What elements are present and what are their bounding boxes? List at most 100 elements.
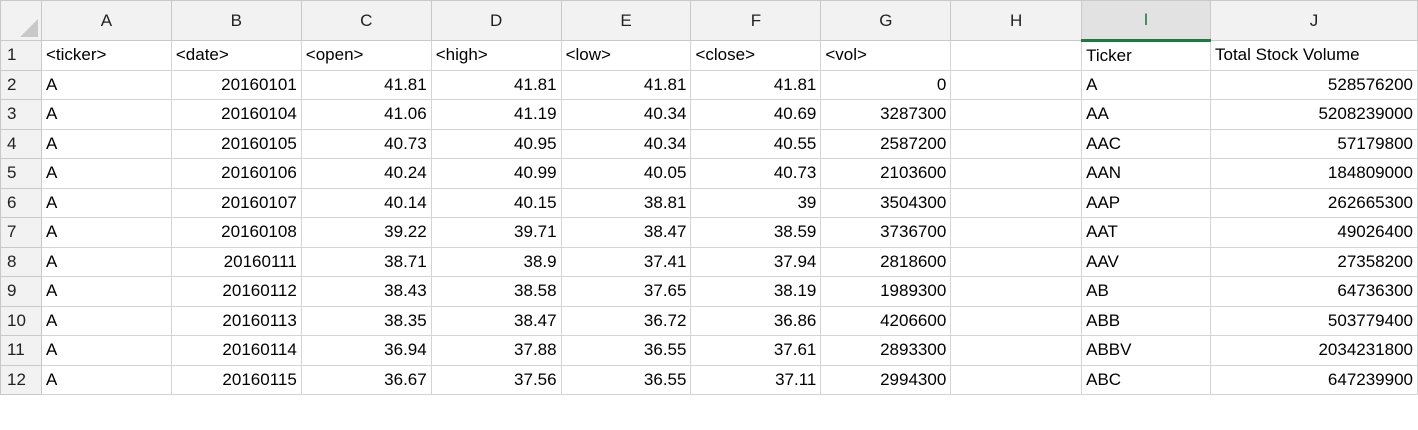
cell-c9[interactable]: 38.43: [300, 276, 432, 307]
row-header[interactable]: 6: [0, 187, 42, 218]
cell-i5[interactable]: AAN: [1081, 158, 1211, 189]
cell-b11[interactable]: 20160114: [170, 335, 302, 366]
cell-a4[interactable]: A: [40, 128, 172, 159]
cell-h1[interactable]: [950, 40, 1083, 71]
cell-h7[interactable]: [950, 217, 1083, 248]
cell-a8[interactable]: A: [40, 246, 172, 277]
cell-d11[interactable]: 37.88: [430, 335, 562, 366]
cell-i6[interactable]: AAP: [1081, 187, 1211, 218]
cell-i4[interactable]: AAC: [1081, 128, 1211, 159]
cell-d2[interactable]: 41.81: [430, 69, 562, 100]
cell-i9[interactable]: AB: [1081, 276, 1211, 307]
cell-c4[interactable]: 40.73: [300, 128, 432, 159]
cell-a7[interactable]: A: [40, 217, 172, 248]
cell-g4[interactable]: 2587200: [820, 128, 952, 159]
cell-f2[interactable]: 41.81: [690, 69, 822, 100]
column-header-b[interactable]: B: [170, 0, 302, 41]
cell-j11[interactable]: 2034231800: [1209, 335, 1418, 366]
cell-a3[interactable]: A: [40, 99, 172, 130]
cell-h11[interactable]: [950, 335, 1083, 366]
cell-f6[interactable]: 39: [690, 187, 822, 218]
cell-a10[interactable]: A: [40, 305, 172, 336]
column-header-i[interactable]: I: [1081, 0, 1211, 42]
cell-d4[interactable]: 40.95: [430, 128, 562, 159]
column-header-j[interactable]: J: [1209, 0, 1418, 41]
cell-f9[interactable]: 38.19: [690, 276, 822, 307]
cell-i10[interactable]: ABB: [1081, 305, 1211, 336]
row-header[interactable]: 12: [0, 364, 42, 395]
cell-a11[interactable]: A: [40, 335, 172, 366]
cell-i8[interactable]: AAV: [1081, 246, 1211, 277]
cell-e7[interactable]: 38.47: [560, 217, 692, 248]
cell-e8[interactable]: 37.41: [560, 246, 692, 277]
column-header-d[interactable]: D: [430, 0, 562, 41]
cell-c1[interactable]: <open>: [300, 40, 432, 71]
row-header[interactable]: 4: [0, 128, 42, 159]
cell-j7[interactable]: 49026400: [1209, 217, 1418, 248]
cell-j12[interactable]: 647239900: [1209, 364, 1418, 395]
cell-i12[interactable]: ABC: [1081, 364, 1211, 395]
cell-f1[interactable]: <close>: [690, 40, 822, 71]
cell-c3[interactable]: 41.06: [300, 99, 432, 130]
cell-i1[interactable]: Ticker: [1081, 40, 1211, 71]
cell-f7[interactable]: 38.59: [690, 217, 822, 248]
cell-g1[interactable]: <vol>: [820, 40, 952, 71]
cell-b4[interactable]: 20160105: [170, 128, 302, 159]
cell-d10[interactable]: 38.47: [430, 305, 562, 336]
row-header[interactable]: 1: [0, 40, 42, 71]
cell-j6[interactable]: 262665300: [1209, 187, 1418, 218]
cell-c5[interactable]: 40.24: [300, 158, 432, 189]
cell-g8[interactable]: 2818600: [820, 246, 952, 277]
cell-g9[interactable]: 1989300: [820, 276, 952, 307]
cell-f4[interactable]: 40.55: [690, 128, 822, 159]
cell-b7[interactable]: 20160108: [170, 217, 302, 248]
row-header[interactable]: 8: [0, 246, 42, 277]
cell-c6[interactable]: 40.14: [300, 187, 432, 218]
cell-h4[interactable]: [950, 128, 1083, 159]
column-header-e[interactable]: E: [560, 0, 692, 41]
cell-i2[interactable]: A: [1081, 69, 1211, 100]
cell-f3[interactable]: 40.69: [690, 99, 822, 130]
cell-g10[interactable]: 4206600: [820, 305, 952, 336]
cell-e9[interactable]: 37.65: [560, 276, 692, 307]
cell-b1[interactable]: <date>: [170, 40, 302, 71]
cell-a6[interactable]: A: [40, 187, 172, 218]
row-header[interactable]: 2: [0, 69, 42, 100]
cell-j3[interactable]: 5208239000: [1209, 99, 1418, 130]
row-header[interactable]: 3: [0, 99, 42, 130]
cell-g12[interactable]: 2994300: [820, 364, 952, 395]
cell-e4[interactable]: 40.34: [560, 128, 692, 159]
cell-g6[interactable]: 3504300: [820, 187, 952, 218]
cell-f11[interactable]: 37.61: [690, 335, 822, 366]
column-header-c[interactable]: C: [300, 0, 432, 41]
cell-i7[interactable]: AAT: [1081, 217, 1211, 248]
cell-h3[interactable]: [950, 99, 1083, 130]
cell-j4[interactable]: 57179800: [1209, 128, 1418, 159]
cell-e3[interactable]: 40.34: [560, 99, 692, 130]
cell-h8[interactable]: [950, 246, 1083, 277]
cell-j2[interactable]: 528576200: [1209, 69, 1418, 100]
cell-b6[interactable]: 20160107: [170, 187, 302, 218]
cell-d5[interactable]: 40.99: [430, 158, 562, 189]
cell-j1[interactable]: Total Stock Volume: [1209, 40, 1418, 71]
cell-g2[interactable]: 0: [820, 69, 952, 100]
row-header[interactable]: 9: [0, 276, 42, 307]
cell-d3[interactable]: 41.19: [430, 99, 562, 130]
cell-a5[interactable]: A: [40, 158, 172, 189]
cell-c2[interactable]: 41.81: [300, 69, 432, 100]
cell-h5[interactable]: [950, 158, 1083, 189]
cell-f8[interactable]: 37.94: [690, 246, 822, 277]
cell-c12[interactable]: 36.67: [300, 364, 432, 395]
cell-g7[interactable]: 3736700: [820, 217, 952, 248]
cell-b3[interactable]: 20160104: [170, 99, 302, 130]
cell-e5[interactable]: 40.05: [560, 158, 692, 189]
cell-b9[interactable]: 20160112: [170, 276, 302, 307]
cell-j10[interactable]: 503779400: [1209, 305, 1418, 336]
column-header-a[interactable]: A: [40, 0, 172, 41]
cell-h9[interactable]: [950, 276, 1083, 307]
cell-b2[interactable]: 20160101: [170, 69, 302, 100]
select-all-button[interactable]: [0, 0, 42, 41]
cell-j9[interactable]: 64736300: [1209, 276, 1418, 307]
cell-c8[interactable]: 38.71: [300, 246, 432, 277]
cell-i3[interactable]: AA: [1081, 99, 1211, 130]
